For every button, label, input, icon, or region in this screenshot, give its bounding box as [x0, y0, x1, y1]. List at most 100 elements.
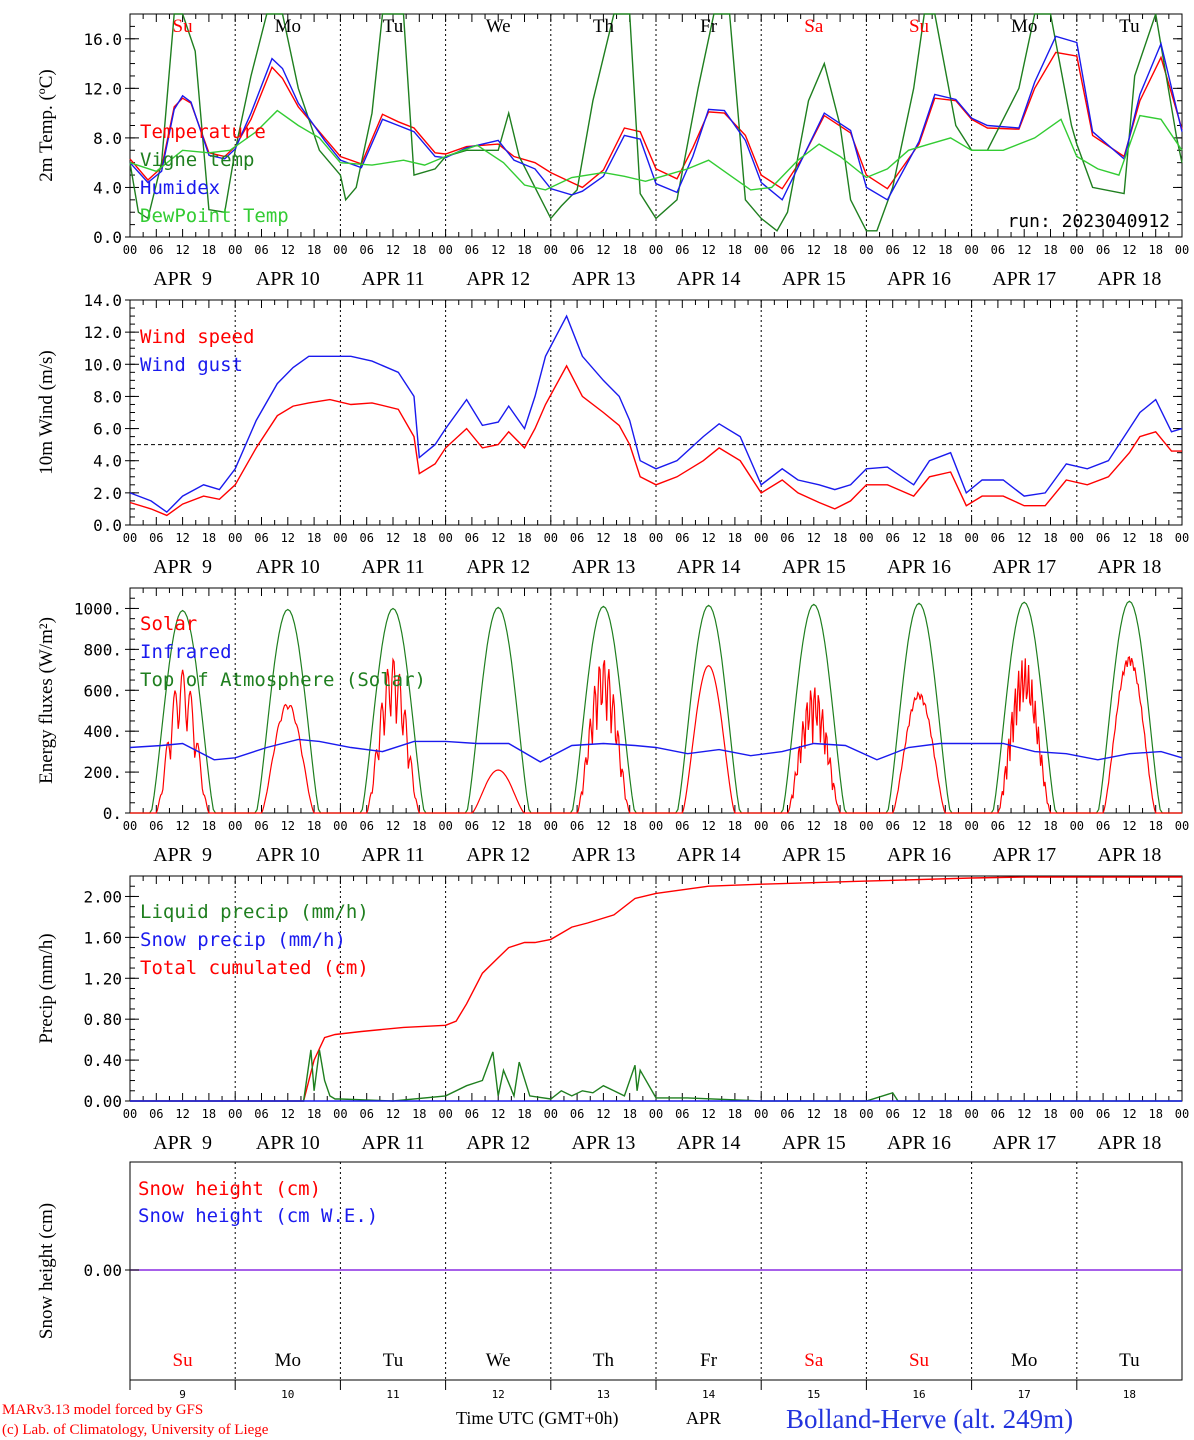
temp-hour-tick-label: 18 — [728, 243, 742, 257]
energy-hour-tick-label: 00 — [964, 819, 978, 833]
snow-y-axis-label: Snow height (cm) — [36, 1203, 57, 1339]
temp-hour-tick-label: 00 — [754, 243, 768, 257]
energy-date-label: APR 18 — [1097, 844, 1161, 866]
energy-y-tick-label: 400. — [83, 722, 122, 741]
wind-date-label: APR 15 — [782, 556, 846, 578]
wind-hour-tick-label: 00 — [333, 531, 347, 545]
energy-hour-tick-label: 18 — [622, 819, 636, 833]
credit-line-1: MARv3.13 model forced by GFS — [2, 1402, 203, 1418]
precip-hour-tick-label: 00 — [754, 1107, 768, 1121]
temp-date-label: APR 10 — [256, 268, 320, 290]
precip-hour-tick-label: 06 — [1096, 1107, 1110, 1121]
precip-hour-tick-label: 12 — [175, 1107, 189, 1121]
snow-weekday-label: Th — [593, 1350, 615, 1371]
precip-hour-tick-label: 12 — [701, 1107, 715, 1121]
temp-hour-tick-label: 18 — [412, 243, 426, 257]
wind-y-tick-label: 0.0 — [93, 516, 122, 535]
energy-legend-entry: Top of Atmosphere (Solar) — [140, 669, 426, 691]
wind-date-label: APR 16 — [887, 556, 951, 578]
wind-y-tick-label: 14.0 — [83, 291, 122, 310]
energy-hour-tick-label: 12 — [175, 819, 189, 833]
temp-hour-tick-label: 06 — [359, 243, 373, 257]
wind-hour-tick-label: 12 — [807, 531, 821, 545]
temp-date-label: APR 16 — [887, 268, 951, 290]
wind-date-label: APR 11 — [361, 556, 424, 578]
energy-hour-tick-label: 00 — [1070, 819, 1084, 833]
time-axis-month: APR — [686, 1408, 721, 1428]
footer: MARv3.13 model forced by GFS (c) Lab. of… — [2, 1402, 1073, 1438]
temp-hour-tick-label: 00 — [1070, 243, 1084, 257]
precip-y-tick-label: 0.80 — [83, 1010, 122, 1029]
wind-hour-tick-label: 12 — [386, 531, 400, 545]
precip-hour-tick-label: 00 — [859, 1107, 873, 1121]
energy-date-label: APR 14 — [677, 844, 741, 866]
temp-weekday-label: Mo — [1011, 16, 1037, 37]
precip-hour-tick-label: 06 — [885, 1107, 899, 1121]
energy-hour-tick-label: 06 — [254, 819, 268, 833]
temp-series-humidex — [129, 35, 1183, 201]
temp-hour-tick-label: 12 — [281, 243, 295, 257]
temp-hour-tick-label: 00 — [228, 243, 242, 257]
snow-weekday-label: Fr — [700, 1350, 718, 1371]
energy-y-axis-label: Energy fluxes (W/m²) — [36, 617, 57, 784]
precip-y-axis-label: Precip (mm/h) — [36, 933, 57, 1043]
temp-hour-tick-label: 06 — [149, 243, 163, 257]
energy-hour-tick-label: 06 — [570, 819, 584, 833]
energy-legend-entry: Infrared — [140, 641, 232, 663]
energy-hour-tick-label: 18 — [728, 819, 742, 833]
energy-date-label: APR 13 — [571, 844, 635, 866]
wind-hour-tick-label: 18 — [622, 531, 636, 545]
energy-hour-tick-label: 06 — [465, 819, 479, 833]
wind-hour-tick-label: 06 — [465, 531, 479, 545]
precip-legend-entry: Snow precip (mm/h) — [140, 929, 346, 951]
wind-hour-tick-label: 18 — [517, 531, 531, 545]
precip-date-label: APR 17 — [992, 1132, 1056, 1154]
temp-date-label: APR 13 — [571, 268, 635, 290]
wind-date-label: APR 18 — [1097, 556, 1161, 578]
temp-weekday-label: Tu — [1119, 16, 1140, 37]
energy-legend-entry: Solar — [140, 613, 197, 635]
temp-legend-entry: Temperature — [140, 121, 266, 143]
wind-hour-tick-label: 12 — [596, 531, 610, 545]
temp-hour-tick-label: 12 — [912, 243, 926, 257]
wind-hour-tick-label: 00 — [1175, 531, 1189, 545]
wind-hour-tick-label: 06 — [780, 531, 794, 545]
snow-panel: 0.00 Snow height (cm) Snow height (cm) Snow… — [36, 1161, 1183, 1401]
energy-hour-tick-label: 06 — [1096, 819, 1110, 833]
temp-weekday-label: We — [486, 16, 511, 37]
temp-y-tick-label: 16.0 — [83, 30, 122, 49]
snow-weekday-label: Su — [173, 1350, 194, 1371]
temp-hour-tick-label: 12 — [1122, 243, 1136, 257]
wind-date-label: APR 14 — [677, 556, 741, 578]
energy-date-label: APR 12 — [466, 844, 530, 866]
wind-legend-entry: Wind gust — [140, 354, 243, 376]
temp-hour-tick-label: 18 — [517, 243, 531, 257]
temp-hour-tick-label: 12 — [1017, 243, 1031, 257]
precip-date-label: APR 12 — [466, 1132, 530, 1154]
temp-weekday-label: Mo — [275, 16, 301, 37]
snow-weekday-label: Tu — [1119, 1350, 1140, 1371]
wind-hour-tick-label: 06 — [991, 531, 1005, 545]
precip-panel: 00 06 12 18 00 06 12 18 00 06 12 18 00 06 12 18 00 06 12 18… — [36, 875, 1189, 1154]
temp-hour-tick-label: 12 — [175, 243, 189, 257]
temp-legend-entry: Vigne temp — [140, 149, 254, 171]
wind-y-tick-label: 8.0 — [93, 387, 122, 406]
precip-hour-tick-label: 12 — [491, 1107, 505, 1121]
precip-series-liquid-precip-mm-h- — [130, 1049, 1182, 1102]
snow-day-number: 12 — [492, 1388, 505, 1401]
temp-hour-tick-label: 00 — [1175, 243, 1189, 257]
snow-day-number: 14 — [702, 1388, 716, 1401]
precip-date-label: APR 16 — [887, 1132, 951, 1154]
energy-y-tick-label: 1000. — [74, 599, 122, 618]
precip-hour-tick-label: 18 — [938, 1107, 952, 1121]
precip-hour-tick-label: 12 — [807, 1107, 821, 1121]
wind-panel: 00 06 12 18 00 06 12 18 00 06 12 18 00 06 12 18 00 06 12 18… — [36, 291, 1189, 578]
temp-legend-entry: DewPoint Temp — [140, 205, 289, 227]
temp-weekday-label: Sa — [804, 16, 824, 37]
temp-date-label: APR 9 — [153, 268, 212, 290]
wind-hour-tick-label: 06 — [885, 531, 899, 545]
snow-day-number: 16 — [912, 1388, 925, 1401]
energy-hour-tick-label: 06 — [885, 819, 899, 833]
energy-hour-tick-label: 00 — [228, 819, 242, 833]
temp-weekday-label: Su — [173, 16, 194, 37]
